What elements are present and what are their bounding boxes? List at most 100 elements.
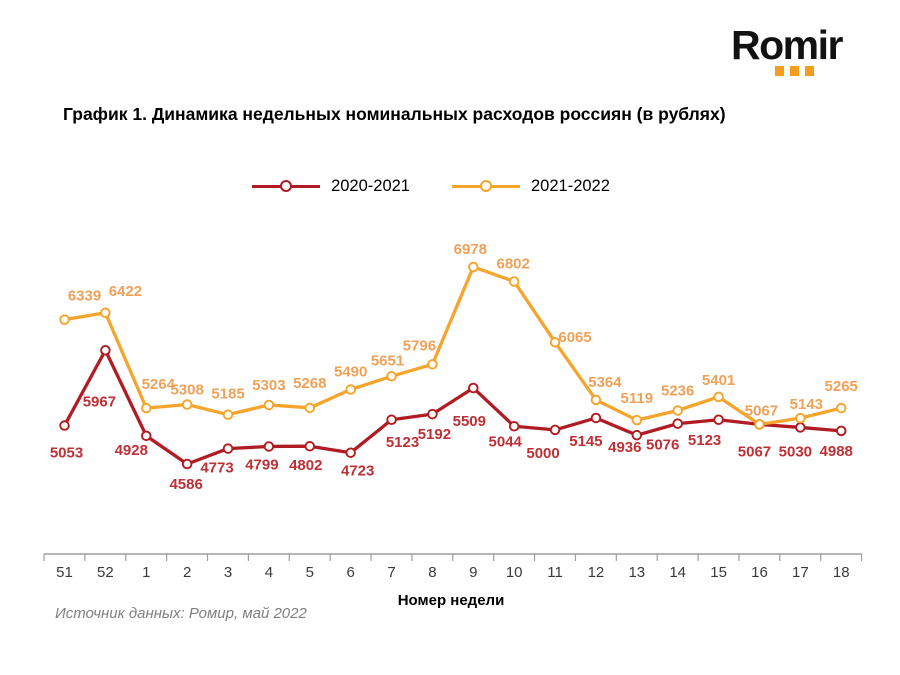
data-label: 5796 (403, 337, 436, 354)
chart-legend: 2020-2021 2021-2022 (0, 176, 862, 196)
x-tick-label: 1 (142, 564, 150, 581)
data-label: 5053 (50, 445, 83, 462)
data-label: 5044 (488, 433, 522, 450)
data-label: 6802 (496, 255, 529, 272)
data-point (263, 441, 275, 452)
data-point (713, 414, 724, 426)
data-point (508, 276, 520, 287)
data-label: 5364 (588, 374, 622, 391)
x-axis-title: Номер недели (398, 592, 505, 609)
data-point (549, 424, 561, 436)
data-point (835, 425, 847, 437)
data-point (427, 408, 438, 420)
data-label: 4773 (200, 460, 233, 477)
data-point (795, 412, 806, 424)
data-point (100, 307, 111, 319)
data-label: 5490 (334, 364, 367, 381)
legend-item-2021-2022: 2021-2022 (452, 176, 610, 196)
data-label: 5076 (646, 437, 679, 454)
logo-dot-icon (790, 66, 799, 76)
data-point (59, 314, 70, 325)
data-point (386, 414, 397, 426)
legend-label: 2020-2021 (331, 176, 410, 195)
data-label: 4723 (341, 463, 374, 480)
data-point (181, 399, 193, 410)
data-label: 5509 (453, 413, 486, 430)
series-line-2021-2022 (62, 265, 843, 427)
data-label: 4928 (115, 442, 148, 459)
series-markers-2021-2022 (59, 261, 847, 430)
series-line-2020-2021 (62, 348, 843, 466)
data-point (795, 422, 806, 433)
x-tick-label: 14 (669, 564, 686, 581)
data-point (468, 261, 479, 273)
x-tick-label: 2 (183, 564, 191, 581)
data-label: 5303 (252, 377, 285, 394)
data-label: 4936 (608, 439, 641, 456)
series-markers-2020-2021 (59, 345, 847, 470)
x-tick-label: 7 (387, 564, 395, 581)
data-label: 6978 (454, 241, 487, 258)
x-tick-label: 11 (547, 564, 563, 581)
data-label: 5264 (142, 376, 176, 393)
x-tick-label: 52 (97, 564, 114, 581)
data-point (345, 447, 356, 458)
data-point (181, 458, 193, 470)
legend-swatch-2021-2022 (452, 176, 520, 196)
data-label: 4799 (245, 456, 278, 473)
x-tick-label: 17 (792, 564, 809, 581)
romir-logo-text: Romir (731, 22, 843, 68)
data-point (713, 391, 724, 403)
chart-title: График 1. Динамика недельных номинальных… (63, 104, 726, 124)
data-point (263, 399, 275, 411)
data-point (141, 402, 152, 414)
x-tick-label: 3 (224, 564, 232, 581)
legend-label: 2021-2022 (531, 176, 610, 195)
data-point (427, 359, 438, 370)
x-tick-label: 51 (56, 564, 73, 581)
data-point (549, 336, 561, 348)
data-label: 5236 (661, 382, 694, 399)
data-point (631, 429, 643, 441)
x-tick-label: 15 (710, 564, 727, 581)
x-tick-label: 6 (346, 564, 354, 581)
data-label: 5067 (745, 402, 778, 419)
data-label: 5651 (371, 352, 404, 369)
data-label: 5123 (688, 432, 721, 449)
source-note: Источник данных: Ромир, май 2022 (55, 605, 307, 622)
data-label: 4988 (820, 443, 853, 460)
data-point (304, 440, 316, 452)
data-point (590, 394, 602, 406)
data-point (590, 412, 602, 424)
x-tick-label: 4 (265, 564, 273, 581)
data-label: 5192 (418, 426, 451, 443)
data-label: 5265 (825, 378, 858, 395)
data-point (304, 402, 316, 414)
data-label: 4586 (169, 476, 202, 493)
data-point (754, 419, 765, 430)
data-point (100, 345, 111, 356)
data-point (672, 418, 683, 429)
logo-dot-icon (805, 66, 814, 76)
data-point (468, 382, 479, 394)
data-point (508, 421, 520, 432)
data-label: 5143 (790, 396, 823, 413)
data-point (386, 371, 397, 382)
data-label: 5185 (211, 386, 244, 403)
x-tick-label: 18 (833, 564, 850, 581)
data-label: 5123 (386, 434, 419, 451)
data-label: 6065 (558, 329, 591, 346)
legend-swatch-2020-2021 (252, 176, 321, 196)
data-label: 5119 (621, 390, 654, 407)
x-tick-label: 9 (469, 564, 477, 581)
data-label: 5268 (293, 375, 326, 392)
data-point (222, 409, 234, 420)
data-label: 6339 (68, 288, 101, 305)
data-point (631, 414, 643, 426)
data-label: 5030 (779, 443, 812, 460)
x-tick-label: 5 (306, 564, 314, 581)
